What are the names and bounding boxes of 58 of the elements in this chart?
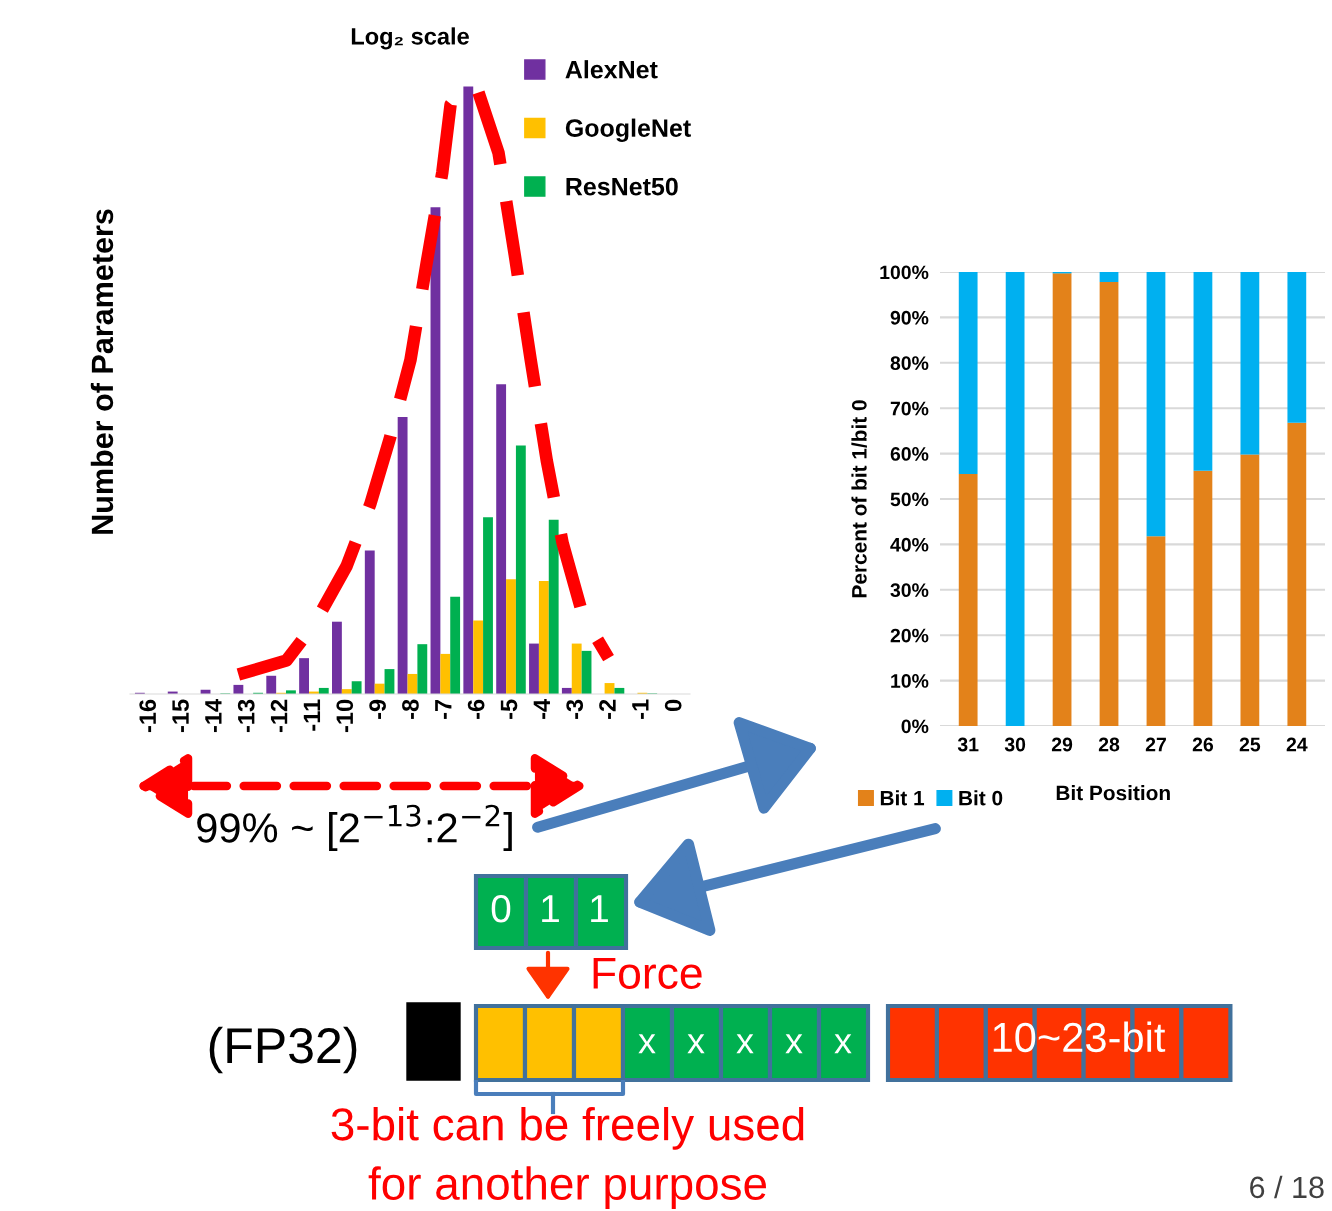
- x-tick-label: -5: [500, 699, 518, 719]
- x-tick-label: 0: [664, 699, 682, 712]
- x-tick-label: -9: [369, 699, 386, 719]
- y-tick-label: 20%: [890, 628, 929, 643]
- y-tick-label: 50%: [890, 492, 929, 507]
- y-tick-label: 30%: [890, 583, 929, 598]
- x-tick-label: -8: [402, 699, 419, 719]
- y-tick-label: 70%: [890, 401, 929, 416]
- x-tick-label: 28: [1098, 737, 1120, 752]
- text: 1: [591, 895, 608, 923]
- legend-label: Bit 1: [880, 790, 925, 806]
- x-tick-label: -16: [139, 699, 157, 733]
- x-tick-label: -6: [467, 699, 485, 719]
- text: x: [638, 1034, 656, 1054]
- text: (FP32): [209, 1026, 357, 1074]
- x-tick-label: 26: [1192, 737, 1214, 752]
- x-tick-label: -4: [533, 698, 550, 719]
- y-tick-label: 100%: [880, 265, 929, 280]
- x-tick-label: -13: [237, 699, 255, 733]
- x-tick-label: -7: [435, 699, 452, 719]
- x-tick-label: -12: [270, 699, 288, 733]
- y-axis-title: Number of Parameters: [90, 209, 114, 534]
- x-tick-label: -1: [632, 699, 649, 719]
- text: x: [736, 1034, 754, 1054]
- y-tick-label: 60%: [890, 447, 929, 461]
- text: x: [834, 1034, 852, 1054]
- x-tick-label: 27: [1145, 737, 1166, 752]
- x-tick-label: -3: [566, 699, 584, 719]
- text: x: [687, 1034, 705, 1054]
- x-tick-label: -14: [205, 698, 222, 733]
- text: Force: [593, 957, 702, 989]
- text: 0: [491, 894, 511, 923]
- y-tick-label: 40%: [890, 537, 929, 552]
- text: 6 / 18: [1250, 1175, 1324, 1199]
- text: 99% ~ [2$^{−13}$:2$^{−2}$]: [197, 804, 512, 851]
- x-tick-label: 25: [1239, 737, 1261, 752]
- x-tick-label: -10: [336, 699, 354, 733]
- legend-label: Bit 0: [959, 790, 1003, 806]
- x-tick-label: 24: [1286, 737, 1308, 752]
- x-tick-label: 29: [1051, 737, 1073, 752]
- y-tick-label: 0%: [901, 719, 929, 734]
- x-tick-label: 30: [1004, 737, 1026, 752]
- x-tick-label: -2: [599, 699, 616, 719]
- chart-title: Log₂ scale: [351, 27, 469, 50]
- x-tick-label: -11: [303, 699, 321, 731]
- y-axis-title: Percent of bit 1/bit 0: [851, 400, 867, 598]
- text: x: [785, 1034, 803, 1054]
- legend-label: GoogleNet: [565, 118, 691, 142]
- x-axis-title: Bit Position: [1056, 785, 1170, 801]
- legend-label: ResNet50: [566, 177, 678, 196]
- text: 1: [542, 895, 559, 923]
- y-tick-label: 80%: [890, 356, 929, 371]
- y-tick-label: 10%: [891, 674, 929, 688]
- text: 3-bit can be freely used for another purpose: [331, 1106, 804, 1210]
- x-tick-label: -15: [172, 699, 189, 733]
- legend-label: AlexNet: [565, 60, 658, 79]
- y-tick-label: 90%: [890, 310, 929, 325]
- x-tick-label: 31: [957, 737, 979, 752]
